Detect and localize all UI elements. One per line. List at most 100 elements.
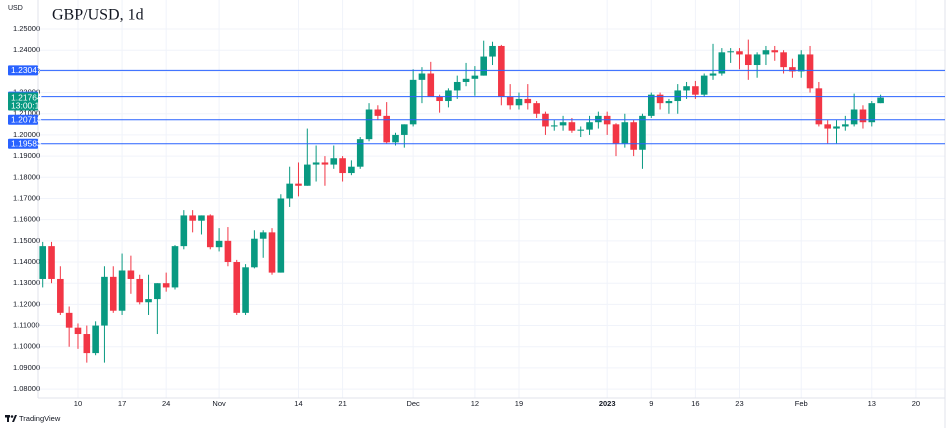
candle-body bbox=[118, 270, 126, 311]
y-tick-label: 1.09000 bbox=[13, 363, 40, 372]
candle-body bbox=[595, 115, 602, 123]
candle-body bbox=[586, 122, 593, 130]
candle-body bbox=[312, 162, 320, 165]
y-tick-label: 1.12000 bbox=[13, 299, 40, 308]
candle-body bbox=[833, 126, 840, 129]
price-tag bbox=[8, 65, 38, 76]
x-tick-label: 21 bbox=[338, 399, 346, 408]
candle-body bbox=[215, 240, 223, 248]
candle-body bbox=[401, 124, 408, 135]
candle-body bbox=[815, 88, 823, 125]
candle-body bbox=[780, 52, 787, 68]
candle-body bbox=[418, 73, 426, 80]
candle-body bbox=[471, 75, 479, 79]
y-tick-label: 1.08000 bbox=[13, 384, 40, 393]
candle-body bbox=[436, 96, 443, 102]
price-tag-label: 1.19583 bbox=[11, 139, 42, 149]
candle-body bbox=[665, 101, 673, 104]
candle-body bbox=[797, 54, 805, 72]
candle-body bbox=[392, 134, 399, 143]
candle-body bbox=[356, 139, 364, 167]
candle-body bbox=[647, 94, 655, 116]
x-tick-label: 16 bbox=[691, 399, 699, 408]
candle-body bbox=[524, 98, 532, 104]
last-price-tag bbox=[8, 92, 38, 111]
candle-body bbox=[330, 158, 338, 165]
y-tick-label: 1.19000 bbox=[13, 151, 40, 160]
candle-body bbox=[365, 109, 373, 140]
candle-body bbox=[304, 164, 311, 186]
x-tick-label: Feb bbox=[795, 399, 808, 408]
y-tick-label: 1.14000 bbox=[13, 257, 40, 266]
candle-body bbox=[286, 183, 293, 199]
candle-body bbox=[171, 246, 179, 288]
candle-body bbox=[374, 109, 382, 116]
candle-body bbox=[409, 79, 417, 125]
x-tick-label: 10 bbox=[74, 399, 82, 408]
candle-body bbox=[109, 276, 117, 311]
y-tick-label: 1.16000 bbox=[13, 215, 40, 224]
x-tick-label: 12 bbox=[471, 399, 479, 408]
candle-body bbox=[824, 124, 831, 129]
candle-body bbox=[868, 103, 876, 123]
candle-body bbox=[145, 299, 152, 303]
y-tick-label: 1.24000 bbox=[13, 45, 40, 54]
x-tick-label: 13 bbox=[868, 399, 876, 408]
candle-body bbox=[789, 67, 796, 72]
candle-body bbox=[727, 51, 734, 53]
price-tag bbox=[8, 114, 38, 125]
x-tick-label: 14 bbox=[294, 399, 302, 408]
candle-body bbox=[806, 54, 814, 89]
candle-body bbox=[242, 267, 249, 313]
candle-body bbox=[656, 94, 664, 104]
x-tick-label: 2023 bbox=[599, 399, 616, 408]
candle-body bbox=[859, 109, 867, 123]
candle-body bbox=[198, 215, 205, 221]
logo bbox=[5, 415, 17, 422]
candle-body bbox=[277, 198, 285, 273]
footer-brand: TradingView bbox=[19, 414, 61, 423]
candle-body bbox=[700, 75, 708, 95]
candle-body bbox=[506, 96, 514, 106]
y-tick-label: 1.17000 bbox=[13, 193, 40, 202]
candle-body bbox=[206, 215, 214, 248]
candle-body bbox=[709, 73, 717, 76]
candle-body bbox=[577, 129, 585, 131]
chart-title: GBP/USD, 1d bbox=[52, 7, 144, 24]
x-tick-label: Dec bbox=[406, 399, 420, 408]
y-tick-label: 1.21000 bbox=[13, 109, 40, 118]
x-tick-label: 24 bbox=[162, 399, 170, 408]
x-tick-label: 17 bbox=[118, 399, 126, 408]
candle-body bbox=[233, 262, 241, 313]
candle-body bbox=[92, 325, 99, 354]
candle-body bbox=[683, 86, 690, 91]
candle-body bbox=[453, 81, 461, 91]
candle-body bbox=[180, 215, 188, 247]
y-tick-label: 1.13000 bbox=[13, 278, 40, 287]
candle-body bbox=[127, 270, 135, 279]
candle-body bbox=[383, 115, 390, 143]
last-price-label: 1.21764 bbox=[11, 92, 42, 102]
candle-body bbox=[427, 73, 435, 97]
x-tick-label: 23 bbox=[735, 399, 743, 408]
y-tick-label: 1.25000 bbox=[13, 24, 40, 33]
y-tick-label: 1.15000 bbox=[13, 236, 40, 245]
candle-body bbox=[162, 283, 170, 288]
candle-body bbox=[259, 232, 267, 239]
y-tick-label: 1.18000 bbox=[13, 172, 40, 181]
candle-body bbox=[39, 246, 46, 279]
candle-body bbox=[489, 45, 496, 57]
candle-body bbox=[189, 215, 196, 221]
candle-body bbox=[65, 312, 73, 328]
candle-body bbox=[498, 45, 505, 97]
candle-body bbox=[550, 125, 558, 127]
candle-body bbox=[762, 50, 770, 55]
candle-body bbox=[674, 90, 682, 102]
x-tick-label: 20 bbox=[912, 399, 920, 408]
candle-body bbox=[559, 122, 567, 126]
candle-body bbox=[771, 50, 779, 53]
y-tick-label: 1.11000 bbox=[13, 321, 40, 330]
candle-body bbox=[136, 278, 144, 303]
candle-body bbox=[480, 56, 487, 76]
